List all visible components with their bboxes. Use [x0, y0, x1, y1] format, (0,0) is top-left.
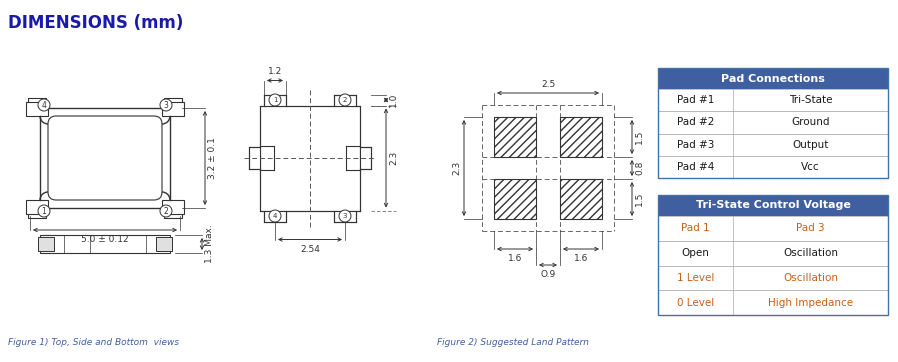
Bar — [658, 290, 888, 315]
Text: DIMENSIONS (mm): DIMENSIONS (mm) — [8, 14, 183, 32]
Text: Vcc: Vcc — [801, 162, 820, 172]
Bar — [28, 98, 46, 114]
Bar — [164, 98, 182, 114]
Text: Pad 1: Pad 1 — [682, 223, 709, 233]
Text: 1.5: 1.5 — [635, 192, 644, 206]
Bar — [26, 200, 48, 214]
Bar — [560, 117, 602, 157]
Circle shape — [160, 99, 172, 111]
Text: 2: 2 — [343, 97, 348, 103]
Text: Tri-State Control Voltage: Tri-State Control Voltage — [696, 201, 850, 210]
Text: 5.0 ± 0.12: 5.0 ± 0.12 — [81, 235, 128, 244]
Text: Pad #2: Pad #2 — [677, 117, 714, 127]
Bar — [264, 94, 286, 105]
Bar — [334, 94, 356, 105]
Text: 4: 4 — [41, 101, 47, 109]
Bar — [494, 117, 536, 157]
Text: 1: 1 — [41, 206, 47, 215]
Bar — [162, 102, 184, 116]
Bar — [658, 216, 888, 241]
FancyBboxPatch shape — [48, 116, 162, 200]
Text: Pad 3: Pad 3 — [797, 223, 824, 233]
Circle shape — [269, 210, 281, 222]
Bar — [334, 210, 356, 222]
Bar — [26, 102, 48, 116]
Bar — [156, 237, 172, 251]
Bar — [658, 111, 888, 134]
Bar — [658, 68, 888, 178]
Bar — [360, 147, 371, 169]
Circle shape — [38, 205, 50, 217]
Text: Oscillation: Oscillation — [783, 273, 838, 283]
Text: 2.54: 2.54 — [300, 244, 320, 253]
Bar — [560, 179, 602, 219]
Bar — [658, 156, 888, 178]
Bar — [658, 68, 888, 89]
Text: 2.3: 2.3 — [452, 161, 461, 175]
Text: 1.6: 1.6 — [507, 254, 523, 263]
Text: 1: 1 — [273, 97, 277, 103]
Text: 0 Level: 0 Level — [677, 298, 714, 308]
Text: 4: 4 — [273, 213, 277, 219]
Circle shape — [339, 210, 351, 222]
Text: Ground: Ground — [791, 117, 830, 127]
Bar — [40, 108, 170, 208]
Bar — [164, 202, 182, 218]
Text: Open: Open — [682, 248, 709, 258]
Circle shape — [269, 94, 281, 106]
Bar — [40, 235, 170, 253]
Text: 1.6: 1.6 — [574, 254, 588, 263]
Circle shape — [160, 205, 172, 217]
Text: 0.8: 0.8 — [635, 161, 644, 175]
Text: Tri-State: Tri-State — [788, 95, 832, 105]
Text: 3: 3 — [163, 101, 169, 109]
Circle shape — [339, 94, 351, 106]
Text: 2: 2 — [163, 206, 169, 215]
Text: 2.3: 2.3 — [389, 151, 398, 165]
Text: 1.0: 1.0 — [389, 93, 398, 107]
Bar — [162, 200, 184, 214]
Bar — [658, 195, 888, 315]
Bar — [260, 105, 360, 210]
Text: Pad #4: Pad #4 — [677, 162, 714, 172]
Bar — [658, 265, 888, 290]
Text: Pad Connections: Pad Connections — [721, 73, 825, 84]
Text: High Impedance: High Impedance — [768, 298, 853, 308]
Bar — [494, 179, 536, 219]
Text: 1.2: 1.2 — [268, 67, 282, 76]
Bar — [249, 147, 260, 169]
Text: Oscillation: Oscillation — [783, 248, 838, 258]
Bar — [28, 202, 46, 218]
Text: 1.3 Max.: 1.3 Max. — [205, 225, 214, 264]
Text: 3: 3 — [343, 213, 348, 219]
Text: Output: Output — [792, 140, 829, 150]
Text: Figure 2) Suggested Land Pattern: Figure 2) Suggested Land Pattern — [437, 338, 589, 347]
Text: 3.2 ± 0.1: 3.2 ± 0.1 — [208, 137, 217, 179]
Bar — [38, 237, 54, 251]
Bar — [658, 241, 888, 265]
Bar — [658, 195, 888, 216]
Text: Pad #3: Pad #3 — [677, 140, 714, 150]
Bar — [658, 89, 888, 111]
Text: Figure 1) Top, Side and Bottom  views: Figure 1) Top, Side and Bottom views — [8, 338, 179, 347]
Circle shape — [38, 99, 50, 111]
Text: Pad #1: Pad #1 — [677, 95, 714, 105]
Bar — [658, 134, 888, 156]
Text: 1 Level: 1 Level — [677, 273, 714, 283]
Text: 2.5: 2.5 — [541, 80, 555, 89]
Bar — [264, 210, 286, 222]
Text: 1.5: 1.5 — [635, 130, 644, 144]
Text: O.9: O.9 — [541, 270, 556, 279]
